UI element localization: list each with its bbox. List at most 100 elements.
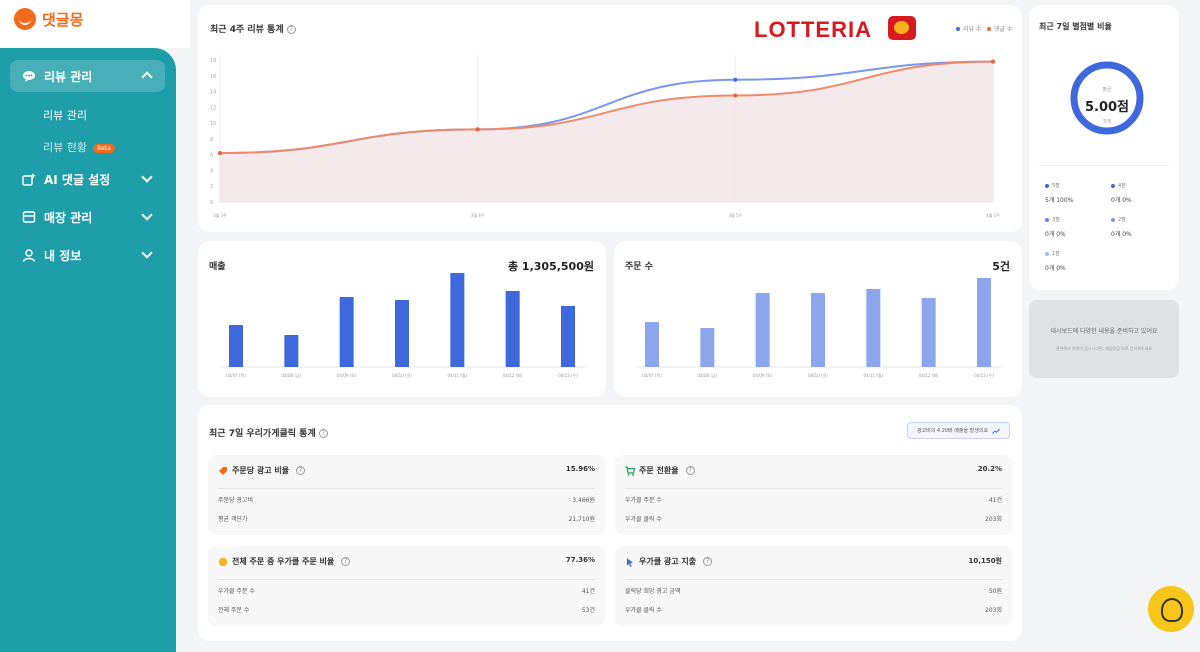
beta-badge: Beta [92,143,115,153]
chat-support-button[interactable] [1148,586,1194,632]
y-tick-label: 16 [210,74,216,80]
order-ratio-header: 전체 주문 중 우가클 주문 비율? [218,556,351,567]
x-tick-label: 04/09 (토) [337,373,357,378]
sidebar-header: 댓글몽 [0,0,190,48]
rating-center-label: 평균 [1102,87,1112,93]
ad-spend-header: 우가클 광고 지출? [625,556,713,567]
row-label: 우가클 주문 수 [625,497,662,504]
row-value: 203회 [985,516,1002,523]
x-tick-label: 04/08 (금) [282,373,302,378]
star-value: 0개 0% [1111,197,1132,204]
x-tick-label: 3월 4주 [471,212,485,218]
store-icon [22,211,36,223]
chevron-down-icon [141,209,153,221]
legend-dot [956,26,960,31]
sub-nav-review-manage[interactable]: 리뷰 관리 [43,109,87,122]
ad-ratio-row: 평균 객단가 21,710원 [218,514,595,523]
rating-title: 최근 7일 별점별 비율 [1039,22,1112,31]
bar [339,297,354,367]
x-tick-label: 4월 1주 [986,212,1000,218]
row-value: 203회 [985,607,1002,614]
x-tick-label: 3월 5주 [728,212,742,218]
x-tick-label: 04/12 (화) [503,372,523,378]
chevron-up-icon [141,71,153,83]
row-value: 50원 [988,588,1002,595]
user-icon [22,249,36,262]
star-3-item: 3점 0개 0% [1045,216,1066,238]
sales-bar-chart: 04/07 (목) 04/08 (금) 04/09 (토) 04/10 (일) 04/1… [220,273,586,378]
legend-reply-label: 댓글 수 [994,26,1013,33]
help-icon[interactable]: ? [296,466,306,475]
add-comment-icon [22,173,36,186]
bar [755,293,770,367]
ad-ratio-value: 15.96% [565,465,595,473]
rating-score: 5.00점 [1084,100,1130,115]
reply-series-line [219,60,994,155]
row-value: 41건 [581,588,595,595]
row-label: 전체 주문 수 [218,607,250,614]
sub-nav-review-status[interactable]: 리뷰 현황 Beta [43,139,115,155]
nav-my-info[interactable]: 내 정보 [10,239,165,271]
help-icon[interactable]: ? [685,466,695,475]
y-tick-label: 8 [210,137,213,143]
bar [450,273,465,367]
star-label: 3점 [1052,217,1060,223]
ad-ratio-row: 주문당 광고비 3,466원 [218,495,595,504]
star-5-item: 5점 5개 100% [1045,182,1073,204]
bar [395,300,409,367]
orders-bar-chart: 04/07 (목) 04/08 (금) 04/09 (토) 04/10 (일) 04/1… [636,278,1002,378]
nav-review-manage[interactable]: 리뷰 관리 [10,60,165,92]
chat-bubble-icon [22,70,36,82]
review-stats-title: 최근 4주 리뷰 통계? [210,22,296,35]
x-tick-label: 04/11 (월) [864,372,884,378]
divider [625,579,1002,580]
logo-text: 댓글몽 [42,10,84,29]
star-4-item: 4점 0개 0% [1111,182,1132,204]
trend-up-icon [992,428,1000,434]
help-icon[interactable]: ? [318,429,328,438]
order-ratio-title: 전체 주문 중 우가클 주문 비율 [232,557,335,566]
row-label: 우가클 클릭 수 [625,607,662,614]
star-1-item: 1점 0개 0% [1045,250,1066,272]
reply-area [220,61,993,203]
help-icon[interactable]: ? [703,557,713,566]
legend-dot [1111,183,1115,188]
nav-store-manage[interactable]: 매장 관리 [10,201,165,233]
app-logo[interactable]: 댓글몽 [14,8,83,30]
sub-nav-review-status-label: 리뷰 현황 [43,141,87,154]
order-ratio-value: 77.36% [565,556,595,564]
legend-review-label: 리뷰 수 [963,26,982,33]
rating-card: 최근 7일 별점별 비율 평균 5.00점 5개 5점 5개 100% 4점 0… [1029,5,1179,290]
brand-logo-icon [888,16,916,40]
help-icon[interactable]: ? [286,25,296,34]
x-tick-label: 04/09 (토) [753,373,773,378]
bar [505,291,520,367]
help-icon[interactable]: ? [341,557,351,566]
click-stats-title-text: 최근 7일 우리가게클릭 통계 [209,429,316,439]
nav-ai-setting[interactable]: AI 댓글 설정 [10,163,165,195]
click-stats-card: 최근 7일 우리가게클릭 통계? 주문당 광고 비율? 15.96% 주문당 광… [198,405,1022,641]
bar [700,328,715,367]
bar [561,306,575,367]
rating-donut-ring [1070,61,1144,135]
conversion-panel: 주문 전환율? 20.2% 우가클 주문 수 41건 우가클 클릭 수 203회 [615,455,1012,535]
row-label: 우가클 클릭 수 [625,516,662,523]
y-tick-label: 18 [210,58,216,64]
conversion-value: 20.2% [977,465,1002,473]
conversion-row: 우가클 주문 수 41건 [625,495,1002,504]
row-value: 41건 [988,497,1002,504]
conversion-header: 주문 전환율? [625,465,695,476]
notice-card: 대시보드에 다양한 내용을 준비하고 있어요 관련해서 의견이 있으시다면, 채… [1029,300,1179,378]
y-tick-label: 4 [210,168,213,174]
promo-button[interactable]: 광고비의 4.20배 매출을 발생의요 [907,422,1010,439]
sales-total: 총 1,305,500원 [507,260,594,273]
x-tick-label: 3월 3주 [213,212,227,218]
star-value: 5개 100% [1045,197,1074,204]
legend-reply: 댓글 수 [987,24,1012,33]
ad-ratio-title: 주문당 광고 비율 [232,466,290,475]
ad-ratio-header: 주문당 광고 비율? [218,465,306,476]
logo-icon [14,8,36,30]
order-ratio-row: 전체 주문 수 53건 [218,605,595,614]
reply-point [991,59,995,64]
bar [645,322,659,367]
